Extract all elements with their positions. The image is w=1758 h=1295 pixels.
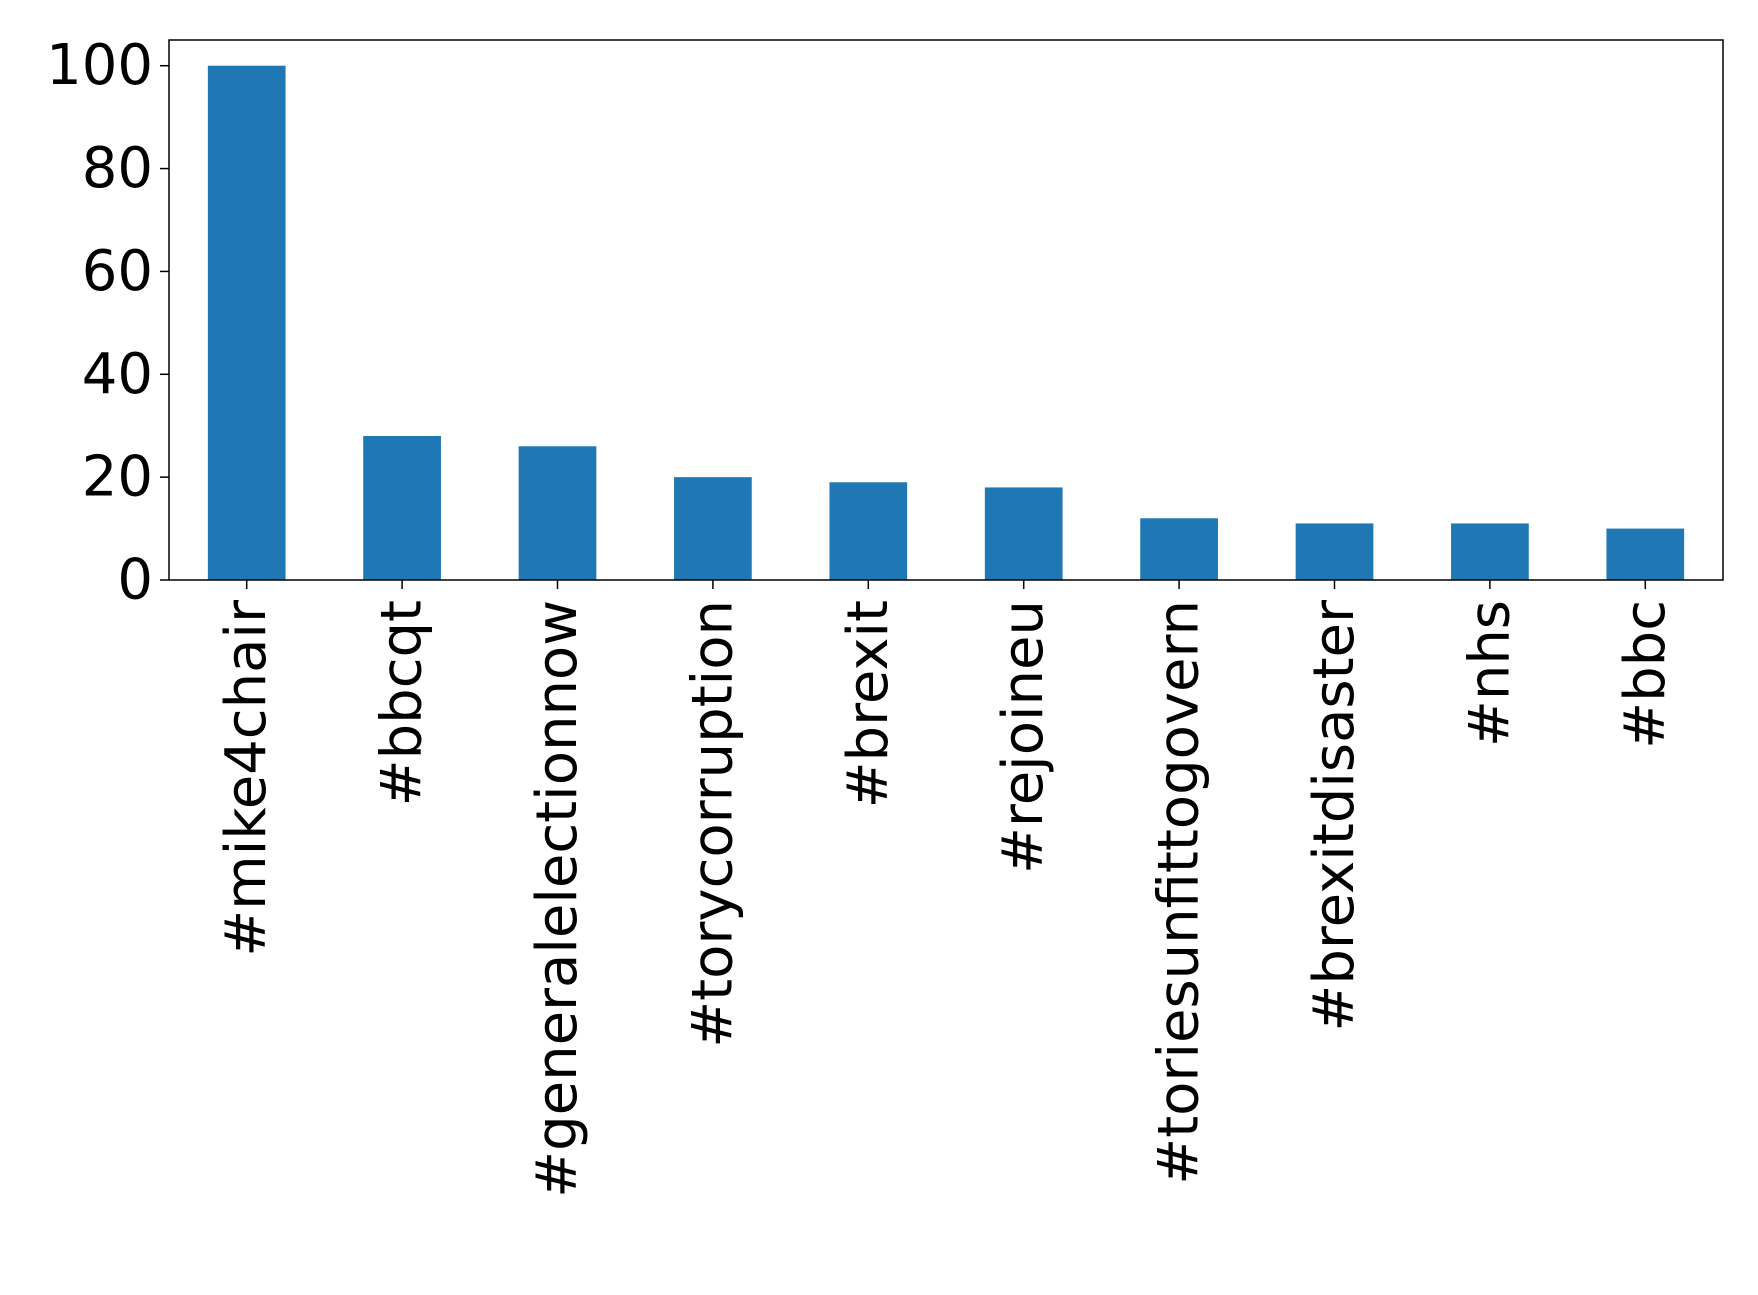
y-tick-label: 0 bbox=[117, 548, 153, 613]
x-tick-label: #bbcqt bbox=[370, 600, 435, 806]
x-tick-label: #toriesunfittogovern bbox=[1147, 600, 1212, 1185]
bar bbox=[207, 65, 286, 580]
x-tick-label: #brexitdisaster bbox=[1302, 599, 1367, 1032]
bar bbox=[1451, 523, 1529, 580]
bars-group bbox=[207, 65, 1685, 580]
plot-frame bbox=[168, 39, 1724, 581]
x-tick-label: #mike4chair bbox=[214, 599, 279, 957]
bar bbox=[829, 482, 908, 580]
bar bbox=[1606, 528, 1685, 580]
bar bbox=[984, 487, 1063, 580]
x-tick-label: #brexit bbox=[836, 600, 901, 808]
y-tick-label: 40 bbox=[82, 342, 153, 407]
x-tick-label: #torycorruption bbox=[680, 600, 745, 1048]
y-tick-label: 60 bbox=[82, 239, 153, 304]
x-tick-label: #rejoineu bbox=[991, 600, 1056, 874]
x-tick-label: #bbc bbox=[1613, 600, 1678, 749]
x-tick-label: #generalelectionnow bbox=[525, 600, 590, 1198]
bar bbox=[1295, 523, 1374, 580]
y-axis: 0 20 40 60 80 100 bbox=[46, 33, 169, 613]
bar bbox=[674, 477, 752, 580]
y-tick-label: 80 bbox=[82, 136, 153, 201]
x-axis: #mike4chair #bbcqt #generalelectionnow #tor… bbox=[214, 580, 1678, 1198]
bar bbox=[363, 436, 441, 580]
bar bbox=[518, 446, 597, 580]
bar bbox=[1140, 518, 1218, 580]
y-tick-label: 100 bbox=[46, 33, 153, 98]
x-tick-label: #nhs bbox=[1457, 600, 1522, 747]
y-tick-label: 20 bbox=[82, 445, 153, 510]
